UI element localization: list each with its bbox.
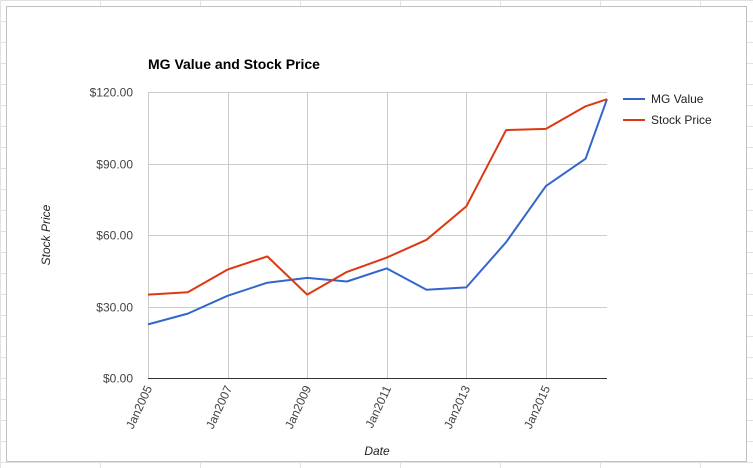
- x-tick-label: Jan2007: [203, 383, 235, 431]
- x-tick-label: Jan2005: [123, 383, 155, 431]
- x-tick-label: Jan2013: [441, 383, 473, 431]
- tick-labels: $0.00 $30.00 $60.00 $90.00 $120.00 Jan2005 Jan…: [90, 86, 554, 432]
- series-line-mg-value[interactable]: [147, 98, 608, 326]
- chart-title: MG Value and Stock Price: [148, 56, 320, 72]
- x-tick-label: Jan2015: [521, 383, 553, 431]
- series-lines: [147, 98, 608, 326]
- series-line-stock-price[interactable]: [147, 98, 608, 296]
- x-tick-label: Jan2011: [362, 383, 394, 430]
- y-tick-label: $0.00: [103, 372, 133, 386]
- legend-label: MG Value: [651, 92, 704, 106]
- y-tick-label: $30.00: [96, 301, 133, 315]
- line-chart: $0.00 $30.00 $60.00 $90.00 $120.00 Jan2005 Jan…: [39, 56, 712, 458]
- legend[interactable]: MG Value Stock Price: [623, 92, 712, 127]
- legend-label: Stock Price: [651, 113, 712, 127]
- y-tick-label: $90.00: [96, 158, 133, 172]
- y-axis-title: Stock Price: [39, 204, 53, 265]
- x-axis-title: Date: [364, 444, 390, 458]
- chart-container[interactable]: $0.00 $30.00 $60.00 $90.00 $120.00 Jan2005 Jan…: [6, 6, 747, 462]
- y-tick-label: $120.00: [90, 86, 134, 100]
- y-tick-label: $60.00: [96, 229, 133, 243]
- gridlines: [148, 92, 607, 378]
- x-tick-label: Jan2009: [282, 383, 314, 431]
